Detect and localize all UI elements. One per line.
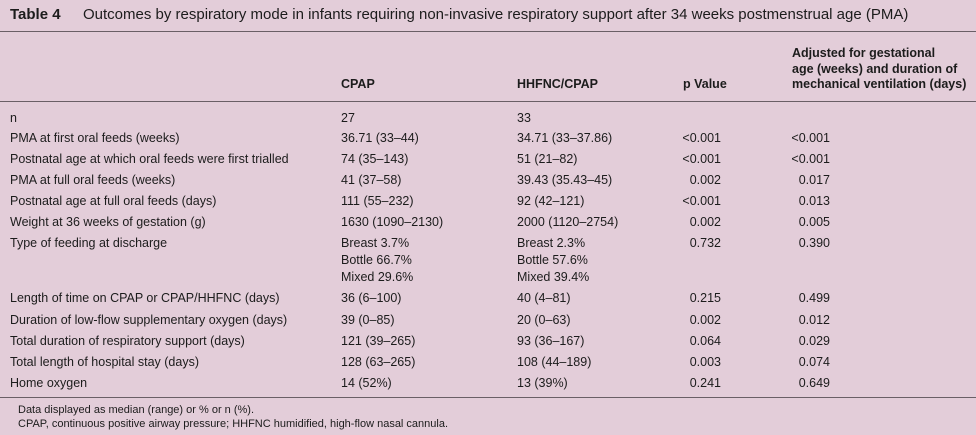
footnote: CPAP, continuous positive airway pressur…: [18, 418, 449, 430]
cpap-value: 74 (35–143): [341, 152, 409, 166]
adjusted-value: 0.499: [798, 291, 830, 305]
cpap-value: 41 (37–58): [341, 173, 402, 187]
row-label: Total duration of respiratory support (d…: [10, 334, 245, 348]
hhfnc-value: Bottle 57.6%: [517, 253, 588, 267]
hhfnc-value: 33: [517, 111, 531, 125]
header-rule: [0, 101, 976, 102]
hhfnc-value: 13 (39%): [517, 376, 568, 390]
hhfnc-value: 34.71 (33–37.86): [517, 131, 613, 145]
row-label: Weight at 36 weeks of gestation (g): [10, 215, 206, 229]
title-rule: [0, 31, 976, 32]
header-adjusted-line2: age (weeks) and duration of: [792, 62, 958, 76]
header-p-value: p Value: [683, 77, 727, 91]
cpap-value: 128 (63–265): [341, 355, 416, 369]
adjusted-value: 0.390: [798, 236, 830, 250]
row-label: PMA at first oral feeds (weeks): [10, 131, 180, 145]
row-label: n: [10, 111, 17, 125]
cpap-value: Breast 3.7%: [341, 236, 410, 250]
hhfnc-value: 40 (4–81): [517, 291, 571, 305]
row-label: PMA at full oral feeds (weeks): [10, 173, 176, 187]
hhfnc-value: 108 (44–189): [517, 355, 592, 369]
p-value: <0.001: [682, 194, 721, 208]
adjusted-value: 0.012: [798, 313, 830, 327]
row-label: Postnatal age at full oral feeds (days): [10, 194, 217, 208]
cpap-value: 36 (6–100): [341, 291, 402, 305]
table-title: Table 4 Outcomes by respiratory mode in …: [0, 0, 976, 30]
row-label: Postnatal age at which oral feeds were f…: [10, 152, 289, 166]
header-cpap: CPAP: [341, 77, 375, 91]
adjusted-value: 0.029: [798, 334, 830, 348]
hhfnc-value: Breast 2.3%: [517, 236, 586, 250]
hhfnc-value: 51 (21–82): [517, 152, 578, 166]
table-label: Table 4: [10, 6, 61, 23]
p-value: <0.001: [682, 131, 721, 145]
cpap-value: 1630 (1090–2130): [341, 215, 444, 229]
hhfnc-value: 20 (0–63): [517, 313, 571, 327]
p-value: 0.241: [689, 376, 721, 390]
adjusted-value: 0.074: [798, 355, 830, 369]
row-label: Duration of low-flow supplementary oxyge…: [10, 313, 288, 327]
footnote: Data displayed as median (range) or % or…: [18, 404, 254, 416]
cpap-value: 14 (52%): [341, 376, 392, 390]
p-value: <0.001: [682, 152, 721, 166]
bottom-rule: [0, 397, 976, 398]
adjusted-value: <0.001: [791, 131, 830, 145]
p-value: 0.002: [689, 313, 721, 327]
row-label: Total length of hospital stay (days): [10, 355, 199, 369]
p-value: 0.003: [689, 355, 721, 369]
cpap-value: Bottle 66.7%: [341, 253, 412, 267]
table-caption: Outcomes by respiratory mode in infants …: [83, 6, 909, 23]
hhfnc-value: Mixed 39.4%: [517, 270, 590, 284]
p-value: 0.215: [689, 291, 721, 305]
row-label: Type of feeding at discharge: [10, 236, 168, 250]
cpap-value: Mixed 29.6%: [341, 270, 414, 284]
cpap-value: 27: [341, 111, 355, 125]
header-adjusted-line1: Adjusted for gestational: [792, 46, 936, 60]
p-value: 0.002: [689, 215, 721, 229]
adjusted-value: 0.649: [798, 376, 830, 390]
hhfnc-value: 93 (36–167): [517, 334, 585, 348]
adjusted-value: <0.001: [791, 152, 830, 166]
header-adjusted-line3: mechanical ventilation (days): [792, 77, 967, 91]
cpap-value: 39 (0–85): [341, 313, 395, 327]
p-value: 0.064: [689, 334, 721, 348]
adjusted-value: 0.005: [798, 215, 830, 229]
cpap-value: 111 (55–232): [341, 194, 414, 208]
hhfnc-value: 2000 (1120–2754): [517, 215, 619, 229]
cpap-value: 36.71 (33–44): [341, 131, 419, 145]
adjusted-value: 0.017: [798, 173, 830, 187]
adjusted-value: 0.013: [798, 194, 830, 208]
p-value: 0.732: [689, 236, 721, 250]
hhfnc-value: 39.43 (35.43–45): [517, 173, 613, 187]
p-value: 0.002: [689, 173, 721, 187]
row-label: Home oxygen: [10, 376, 88, 390]
row-label: Length of time on CPAP or CPAP/HHFNC (da…: [10, 291, 280, 305]
hhfnc-value: 92 (42–121): [517, 194, 585, 208]
cpap-value: 121 (39–265): [341, 334, 416, 348]
header-hhfnc: HHFNC/CPAP: [517, 77, 599, 91]
